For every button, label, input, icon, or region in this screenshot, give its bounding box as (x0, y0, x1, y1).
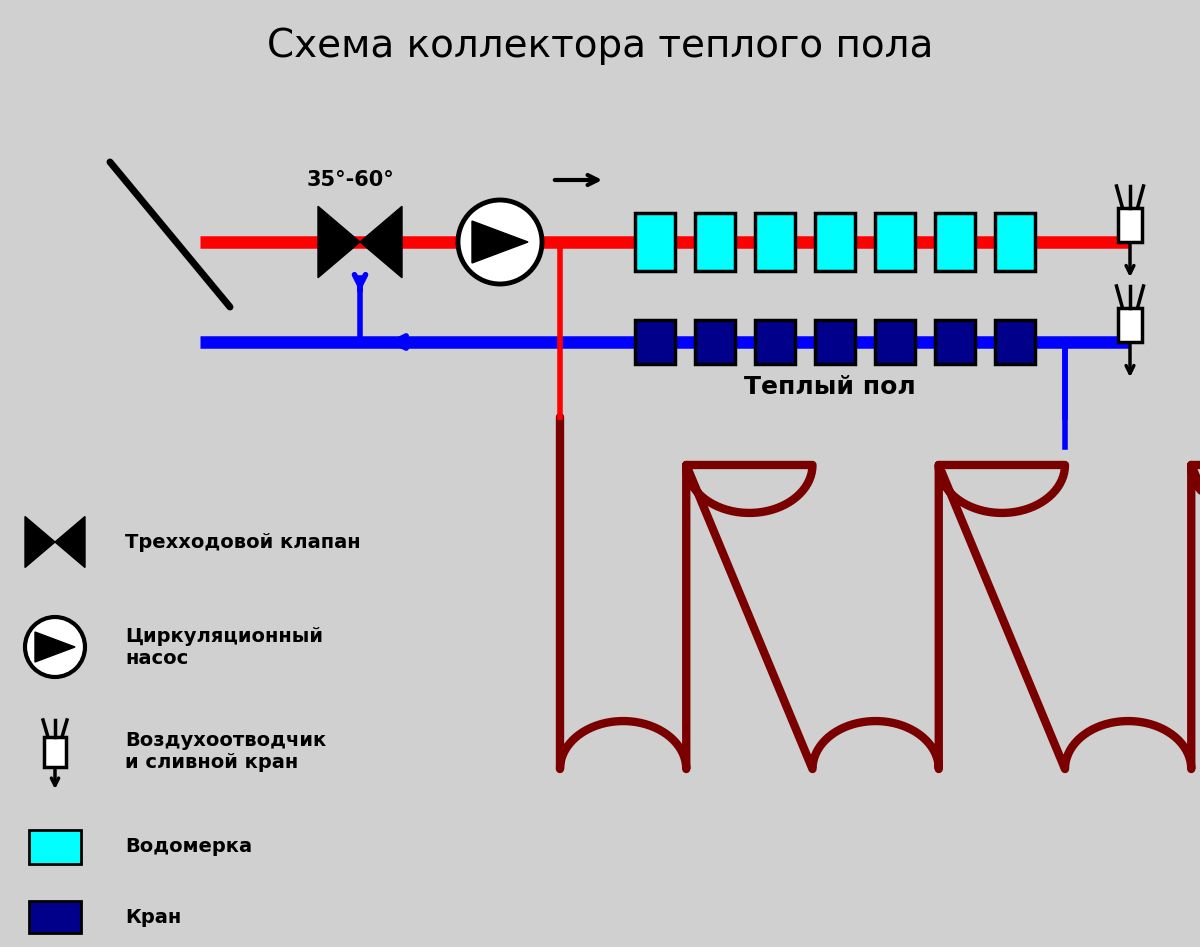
FancyBboxPatch shape (44, 737, 66, 767)
FancyBboxPatch shape (815, 213, 856, 271)
Polygon shape (472, 221, 528, 263)
Text: Водомерка: Водомерка (125, 837, 252, 856)
Text: Кран: Кран (125, 907, 181, 926)
FancyBboxPatch shape (935, 213, 976, 271)
Circle shape (25, 617, 85, 677)
FancyBboxPatch shape (995, 213, 1034, 271)
FancyBboxPatch shape (29, 830, 82, 864)
FancyBboxPatch shape (935, 320, 976, 364)
FancyBboxPatch shape (995, 320, 1034, 364)
Circle shape (458, 200, 542, 284)
FancyBboxPatch shape (29, 901, 82, 933)
FancyBboxPatch shape (755, 320, 796, 364)
FancyBboxPatch shape (635, 320, 674, 364)
FancyBboxPatch shape (755, 213, 796, 271)
Polygon shape (25, 516, 55, 567)
FancyBboxPatch shape (695, 320, 734, 364)
FancyBboxPatch shape (695, 213, 734, 271)
FancyBboxPatch shape (1118, 308, 1142, 342)
FancyBboxPatch shape (875, 213, 916, 271)
Text: Схема коллектора теплого пола: Схема коллектора теплого пола (266, 27, 934, 65)
Polygon shape (360, 206, 402, 277)
FancyBboxPatch shape (635, 213, 674, 271)
Text: Теплый пол: Теплый пол (744, 375, 916, 399)
Text: 35°-60°: 35°-60° (306, 170, 394, 190)
Polygon shape (318, 206, 360, 277)
Polygon shape (55, 516, 85, 567)
FancyBboxPatch shape (1118, 208, 1142, 242)
Text: Циркуляционный
насос: Циркуляционный насос (125, 627, 323, 668)
Text: Трехходовой клапан: Трехходовой клапан (125, 532, 361, 551)
FancyBboxPatch shape (875, 320, 916, 364)
FancyBboxPatch shape (815, 320, 856, 364)
Polygon shape (35, 632, 74, 662)
Text: Воздухоотводчик
и сливной кран: Воздухоотводчик и сливной кран (125, 731, 326, 773)
